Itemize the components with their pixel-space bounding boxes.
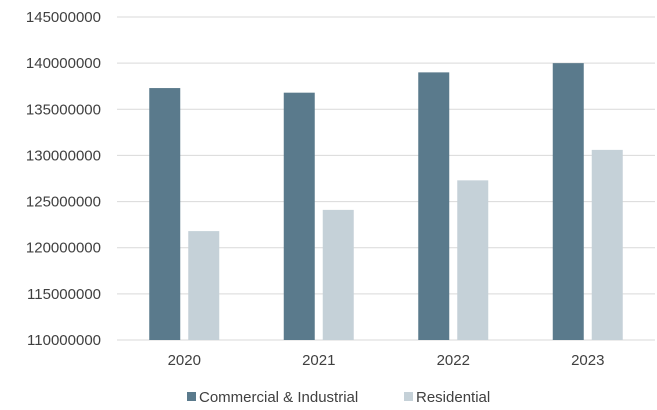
bar-residential-2020 — [188, 231, 220, 340]
y-tick-label: 120000000 — [26, 240, 101, 257]
bar-commercial-industrial-2021 — [283, 92, 315, 340]
y-tick-label: 145000000 — [26, 9, 101, 26]
legend-label-commercial-industrial: Commercial & Industrial — [199, 389, 358, 406]
x-axis-tick-labels: 2020 2021 2022 2023 — [168, 352, 605, 369]
y-tick-label: 110000000 — [27, 332, 101, 349]
bar-commercial-industrial-2023 — [552, 63, 584, 341]
y-tick-label: 115000000 — [27, 286, 101, 303]
x-tick-label: 2020 — [168, 352, 201, 369]
y-tick-label: 140000000 — [26, 55, 101, 72]
bar-commercial-industrial-2020 — [149, 88, 181, 340]
legend: Commercial & Industrial Residential — [187, 389, 490, 406]
x-tick-label: 2023 — [571, 352, 604, 369]
bars — [149, 63, 623, 341]
bar-residential-2022 — [457, 180, 489, 340]
x-tick-label: 2022 — [437, 352, 470, 369]
y-tick-label: 130000000 — [26, 147, 101, 164]
legend-swatch-residential — [404, 392, 413, 401]
bar-residential-2021 — [322, 209, 354, 340]
legend-label-residential: Residential — [416, 389, 490, 406]
bar-residential-2023 — [591, 149, 623, 340]
y-axis-tick-labels: 110000000 115000000 120000000 125000000 1300… — [26, 9, 101, 349]
y-tick-label: 125000000 — [26, 194, 101, 211]
bar-commercial-industrial-2022 — [418, 72, 450, 340]
y-tick-label: 135000000 — [26, 101, 101, 118]
legend-swatch-commercial-industrial — [187, 392, 196, 401]
x-tick-label: 2021 — [302, 352, 335, 369]
